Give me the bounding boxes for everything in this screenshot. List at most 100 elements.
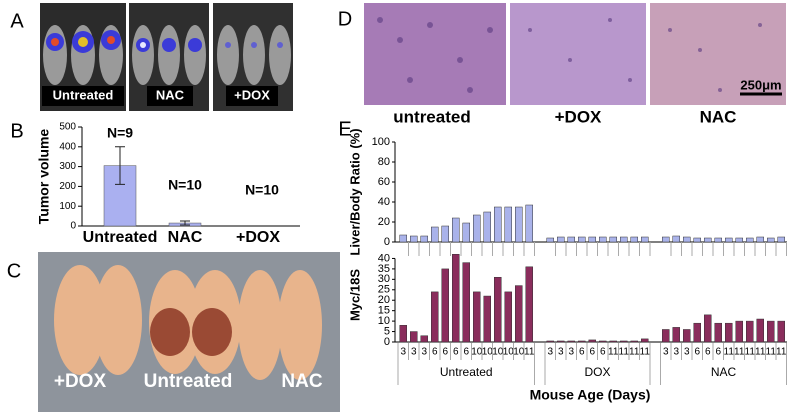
y-axis-title: Liver/Body Ratio (%)	[347, 128, 362, 255]
bar	[609, 340, 617, 343]
y-tick-label: 60	[378, 176, 390, 188]
bar	[399, 234, 407, 243]
annotation: N=9	[107, 125, 133, 141]
bar	[662, 329, 670, 343]
bar	[504, 206, 512, 243]
x-tick-label: 6	[442, 347, 448, 358]
bar	[546, 237, 554, 243]
y-tick-label: 20	[378, 294, 390, 306]
bar	[588, 339, 596, 343]
x-tick-label: 10	[492, 347, 504, 358]
x-tick-label: 11	[755, 347, 766, 358]
x-tick-label: 3	[400, 347, 406, 358]
bar	[641, 338, 649, 343]
panel-label: A	[10, 10, 24, 32]
bar	[473, 291, 481, 343]
bar	[746, 237, 754, 243]
x-tick-label: 6	[705, 347, 711, 358]
bar	[767, 237, 775, 243]
x-tick-label: 3	[411, 347, 417, 358]
x-tick-label: Untreated	[83, 229, 158, 246]
bar	[578, 236, 586, 243]
x-tick-label: 6	[600, 347, 606, 358]
y-tick-label: 300	[59, 161, 76, 172]
x-tick-label: 6	[715, 347, 721, 358]
bar	[777, 320, 785, 343]
group-label: Untreated	[440, 365, 493, 379]
bar	[494, 206, 502, 243]
x-tick-label: 11	[724, 347, 735, 358]
bar	[725, 237, 733, 243]
panel-label: D	[338, 8, 352, 30]
x-tick-label: 6	[579, 347, 585, 358]
bar	[441, 268, 449, 343]
x-tick-label: 3	[421, 347, 427, 358]
bar	[473, 214, 481, 243]
annotation: N=10	[245, 182, 279, 198]
photo-a	[40, 3, 293, 111]
bar	[683, 329, 691, 343]
y-tick-label: 25	[378, 284, 390, 296]
bar	[672, 327, 680, 343]
bar	[704, 237, 712, 243]
x-tick-label: 3	[558, 347, 564, 358]
bar	[462, 262, 470, 343]
y-axis-title: Myc/18S	[347, 269, 362, 321]
bar	[599, 340, 607, 343]
bar	[693, 237, 701, 243]
bar	[546, 340, 554, 343]
photo-label: Untreated	[53, 87, 114, 102]
y-tick-label: 0	[70, 221, 76, 232]
bar	[441, 225, 449, 243]
y-tick-label: 20	[378, 216, 390, 228]
bar	[599, 236, 607, 243]
x-tick-label: 10	[471, 347, 483, 358]
bar	[462, 222, 470, 243]
bar	[683, 236, 691, 243]
y-tick-label: 40	[378, 252, 390, 264]
bar	[672, 235, 680, 243]
bar	[725, 322, 733, 343]
bar	[767, 320, 775, 343]
bar	[641, 236, 649, 243]
y-tick-label: 30	[378, 273, 390, 285]
y-tick-label: 0	[384, 336, 390, 348]
bar	[504, 291, 512, 343]
y-tick-label: 10	[378, 315, 390, 327]
bar	[557, 236, 565, 243]
x-tick-label: 10	[482, 347, 494, 358]
y-tick-label: 80	[378, 156, 390, 168]
bar	[494, 276, 502, 343]
bar	[410, 235, 418, 243]
bar	[630, 236, 638, 243]
bar	[756, 318, 764, 343]
photo-c	[38, 252, 340, 412]
y-tick-label: 100	[59, 201, 76, 212]
bar	[714, 322, 722, 343]
bar	[525, 204, 533, 243]
bar	[578, 340, 586, 343]
bar	[452, 217, 460, 243]
group-label: DOX	[584, 365, 610, 379]
bar	[420, 335, 428, 343]
x-tick-label: 11	[745, 347, 756, 358]
error-bar	[180, 220, 190, 226]
x-tick-label: 3	[684, 347, 690, 358]
bar	[630, 340, 638, 343]
photo-d	[364, 3, 786, 105]
bar	[704, 314, 712, 343]
group-divider	[660, 343, 787, 385]
photo-label: +DOX	[54, 371, 107, 392]
bar	[410, 331, 418, 343]
x-tick-label: 3	[547, 347, 553, 358]
x-tick-label: 11	[640, 347, 651, 358]
bar	[515, 206, 523, 243]
x-tick-label: +DOX	[236, 229, 280, 246]
bar	[735, 237, 743, 243]
bar	[567, 236, 575, 243]
panel-label: C	[7, 260, 21, 282]
y-tick-label: 500	[59, 122, 76, 133]
bar	[431, 226, 439, 243]
bar	[714, 237, 722, 243]
bar	[483, 295, 491, 343]
